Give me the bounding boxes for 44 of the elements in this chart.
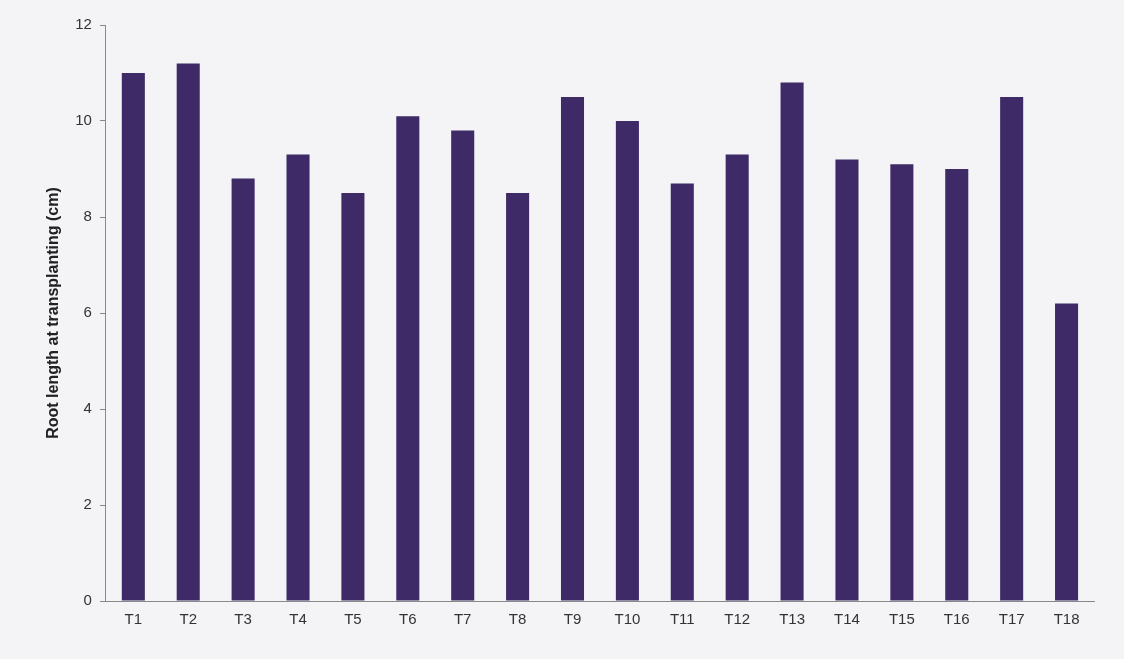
y-tick-label: 2: [83, 495, 92, 513]
y-tick-label: 6: [83, 303, 92, 321]
bar: [560, 97, 585, 601]
y-tick-label: 8: [83, 207, 92, 225]
x-tick-label: T4: [289, 610, 307, 628]
bar: [506, 193, 530, 601]
x-tick-label: T16: [943, 610, 970, 628]
x-tick-label: T15: [888, 610, 915, 628]
x-tick-label: T5: [344, 610, 362, 628]
bar: [725, 154, 749, 601]
x-tick-label: T18: [1053, 610, 1080, 628]
x-tick-label: T17: [998, 610, 1025, 628]
bar: [286, 154, 310, 601]
y-tick-label: 4: [83, 399, 92, 417]
bar: [1000, 97, 1024, 601]
y-tick-label: 0: [83, 591, 92, 609]
x-tick-label: T1: [124, 610, 143, 628]
bar: [890, 164, 914, 601]
bar: [780, 82, 804, 601]
bar: [1055, 303, 1079, 601]
bar: [341, 193, 365, 601]
x-tick-label: T10: [614, 610, 641, 628]
x-tick-label: T13: [779, 610, 806, 628]
bar: [121, 73, 145, 601]
x-tick-label: T12: [724, 610, 751, 628]
y-tick-label: 12: [75, 15, 92, 33]
bar: [615, 121, 639, 601]
y-axis-title: Root length at transplanting (cm): [44, 187, 62, 439]
x-tick-label: T8: [508, 610, 527, 628]
x-tick-label: T2: [179, 610, 197, 628]
x-tick-label: T11: [669, 610, 695, 628]
x-tick-label: T6: [399, 610, 417, 628]
bar: [396, 116, 420, 601]
y-tick-label: 10: [75, 111, 92, 129]
x-tick-label: T9: [563, 610, 582, 628]
bar: [176, 63, 200, 601]
bar: [231, 178, 255, 601]
bar: [945, 169, 969, 601]
bar: [835, 159, 859, 601]
x-tick-label: T7: [453, 610, 472, 628]
bar: [670, 183, 694, 601]
x-tick-label: T3: [234, 610, 252, 628]
bar: [451, 130, 475, 601]
x-tick-label: T14: [834, 610, 860, 628]
